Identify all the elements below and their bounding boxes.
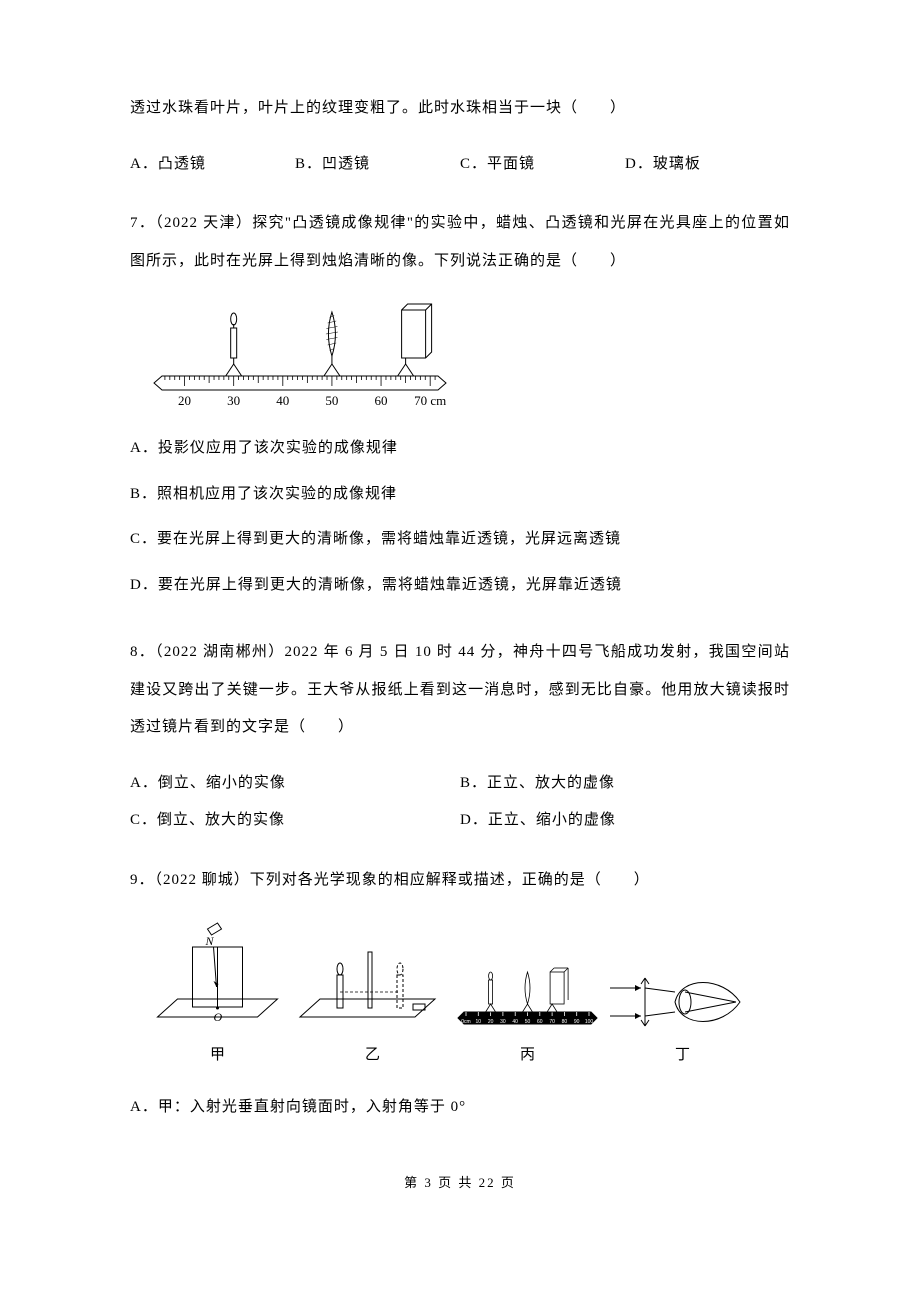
svg-text:90: 90 (574, 1019, 580, 1025)
svg-text:20: 20 (178, 393, 191, 408)
svg-text:10: 10 (476, 1019, 482, 1025)
q8-option-a: A．倒立、缩小的实像 (130, 765, 460, 803)
q6-option-d: D．玻璃板 (625, 146, 790, 184)
q7-option-c: C．要在光屏上得到更大的清晰像，需将蜡烛靠近透镜，光屏远离透镜 (130, 521, 790, 559)
q8-options: A．倒立、缩小的实像 B．正立、放大的虚像 C．倒立、放大的实像 D．正立、缩小… (130, 765, 790, 840)
svg-text:50: 50 (525, 1019, 531, 1025)
svg-text:70: 70 (549, 1019, 555, 1025)
svg-text:30: 30 (500, 1019, 506, 1025)
q7-option-b: B．照相机应用了该次实验的成像规律 (130, 476, 790, 514)
page-footer: 第 3 页 共 22 页 (130, 1167, 790, 1200)
svg-text:40: 40 (276, 393, 289, 408)
q6-option-b: B．凹透镜 (295, 146, 460, 184)
q7-figure: 20 30 40 50 60 70 cm (140, 298, 790, 408)
q8-stem: 8．（2022 湖南郴州）2022 年 6 月 5 日 10 时 44 分，神舟… (130, 634, 790, 747)
q8-option-d: D．正立、缩小的虚像 (460, 802, 790, 840)
q9-figure: N O 甲 乙 0cm 10 20 30 40 50 60 70 80 90 100 丙 丁 (140, 917, 790, 1067)
svg-text:0cm: 0cm (461, 1019, 470, 1025)
svg-text:100: 100 (585, 1019, 594, 1025)
svg-text:50: 50 (325, 393, 338, 408)
svg-text:80: 80 (562, 1019, 568, 1025)
svg-text:乙: 乙 (365, 1047, 380, 1063)
svg-text:60: 60 (375, 393, 388, 408)
svg-text:60: 60 (537, 1019, 543, 1025)
q7-options: A．投影仪应用了该次实验的成像规律 B．照相机应用了该次实验的成像规律 C．要在… (130, 430, 790, 612)
q9-option-a: A．甲：入射光垂直射向镜面时，入射角等于 0° (130, 1089, 790, 1127)
q7-stem: 7．（2022 天津）探究"凸透镜成像规律"的实验中，蜡烛、凸透镜和光屏在光具座… (130, 205, 790, 280)
svg-text:30: 30 (227, 393, 240, 408)
q7-option-a: A．投影仪应用了该次实验的成像规律 (130, 430, 790, 468)
svg-text:40: 40 (512, 1019, 518, 1025)
q8-option-b: B．正立、放大的虚像 (460, 765, 790, 803)
svg-text:O: O (214, 1010, 223, 1024)
q6-option-c: C．平面镜 (460, 146, 625, 184)
svg-text:甲: 甲 (210, 1047, 225, 1063)
q7-option-d: D．要在光屏上得到更大的清晰像，需将蜡烛靠近透镜，光屏靠近透镜 (130, 567, 790, 605)
svg-text:丙: 丙 (520, 1047, 535, 1063)
svg-text:N: N (205, 934, 215, 948)
svg-text:20: 20 (488, 1019, 494, 1025)
svg-text:丁: 丁 (675, 1047, 690, 1063)
q6-option-a: A．凸透镜 (130, 146, 295, 184)
svg-text:70 cm: 70 cm (414, 393, 446, 408)
q9-stem: 9．（2022 聊城）下列对各光学现象的相应解释或描述，正确的是（ ） (130, 862, 790, 900)
q6-options: A．凸透镜 B．凹透镜 C．平面镜 D．玻璃板 (130, 146, 790, 184)
q8-option-c: C．倒立、放大的实像 (130, 802, 460, 840)
q6-continuation-text: 透过水珠看叶片，叶片上的纹理变粗了。此时水珠相当于一块（ ） (130, 90, 790, 128)
